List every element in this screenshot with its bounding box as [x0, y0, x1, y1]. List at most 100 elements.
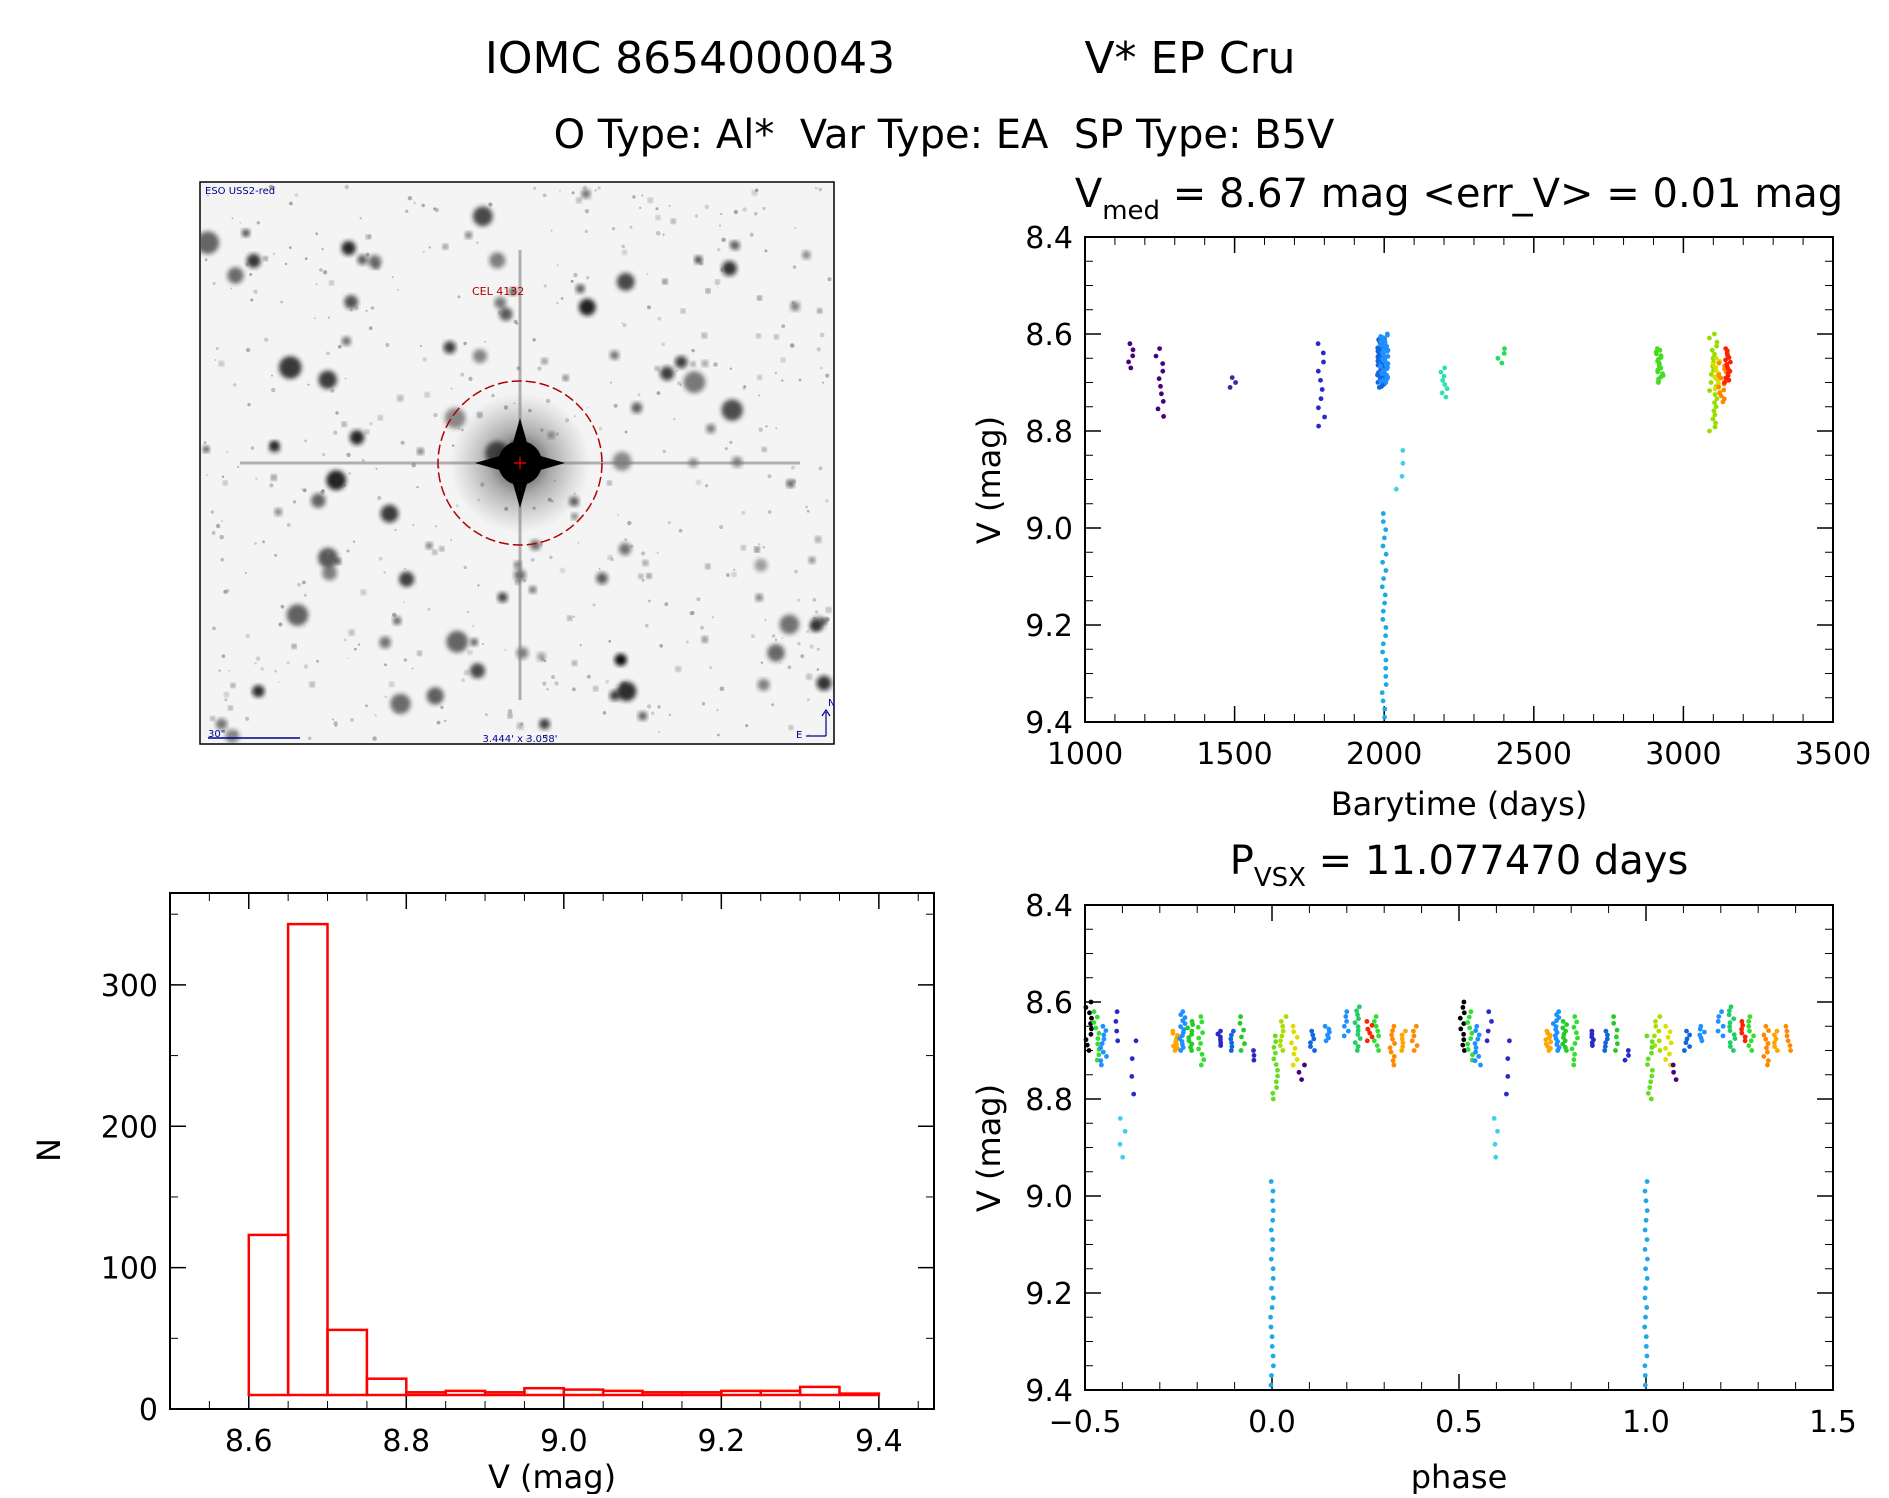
faint-star [444, 719, 447, 722]
data-point [1712, 424, 1718, 430]
target-star [240, 250, 800, 700]
field-star [826, 607, 831, 613]
data-point [1104, 1054, 1109, 1059]
faint-star [308, 736, 312, 740]
data-point [1294, 1057, 1300, 1062]
faint-star [421, 203, 426, 208]
faint-star [403, 601, 405, 604]
data-point [1715, 1019, 1721, 1024]
x-tick-label: 1500 [1196, 737, 1272, 772]
faint-star [711, 616, 714, 619]
data-point [1275, 1067, 1280, 1073]
field-star [642, 560, 649, 566]
faint-star [551, 675, 556, 679]
data-point [1711, 408, 1717, 414]
faint-star [245, 262, 249, 267]
data-point [1716, 360, 1722, 366]
field-star [607, 481, 612, 486]
field-star [815, 536, 822, 543]
field-star [622, 250, 627, 255]
faint-star [369, 422, 373, 426]
data-point [1740, 1022, 1746, 1028]
data-point [1473, 1028, 1479, 1033]
faint-star [819, 332, 825, 338]
data-point [1732, 1036, 1738, 1041]
data-point [1684, 1028, 1689, 1034]
faint-star [717, 286, 719, 288]
faint-star [677, 381, 682, 386]
data-point [1273, 1079, 1279, 1085]
faint-star [694, 214, 699, 218]
faint-star [436, 694, 439, 697]
data-point [1709, 347, 1715, 353]
data-point [1495, 1128, 1500, 1134]
data-point [1096, 1052, 1102, 1058]
field-star [361, 590, 366, 595]
field-star [228, 706, 233, 711]
data-point [1773, 1036, 1779, 1042]
data-point [1605, 1032, 1610, 1038]
data-point [1316, 423, 1321, 429]
svg-text:N: N [828, 698, 835, 709]
faint-star [313, 317, 316, 320]
faint-star [411, 667, 414, 670]
data-point [1765, 1062, 1770, 1068]
field-star [472, 206, 493, 227]
y-tick-label: 100 [101, 1252, 158, 1287]
field-star [318, 547, 338, 568]
faint-star [353, 647, 357, 651]
field-star [219, 361, 224, 367]
field-star [683, 371, 706, 394]
field-star [774, 334, 779, 339]
histogram-ylabel: N [30, 1138, 68, 1162]
data-point [1614, 1027, 1620, 1033]
data-point [1113, 1019, 1119, 1024]
data-point [1467, 1025, 1473, 1031]
faint-star [264, 337, 269, 342]
faint-star [543, 659, 547, 663]
data-point [1389, 1032, 1394, 1038]
x-tick-label: 1.5 [1809, 1405, 1857, 1440]
data-point [1663, 1057, 1668, 1062]
faint-star [392, 612, 397, 618]
data-point [1491, 1116, 1497, 1121]
data-point [1275, 1073, 1280, 1079]
faint-star [370, 306, 375, 310]
data-point [1131, 1091, 1137, 1097]
lightcurve-ylabel: V (mag) [970, 416, 1008, 544]
data-point [1564, 1022, 1569, 1027]
faint-star [412, 524, 415, 526]
title-id: IOMC 8654000043 [485, 33, 895, 84]
field-star [417, 651, 422, 656]
data-point [1727, 1040, 1733, 1045]
data-point [1122, 1128, 1128, 1134]
data-point [1722, 380, 1727, 385]
data-point [1746, 1023, 1752, 1029]
data-point [1268, 1314, 1273, 1320]
data-point [1751, 1033, 1756, 1039]
data-point [1787, 1043, 1793, 1048]
faint-star [827, 277, 832, 282]
field-star [223, 480, 228, 485]
data-point [1321, 359, 1326, 365]
data-point [1315, 341, 1321, 347]
faint-star [613, 403, 618, 408]
x-tick-label: 1.0 [1622, 1405, 1670, 1440]
data-point [1721, 387, 1727, 393]
faint-star [344, 184, 349, 190]
faint-star [743, 385, 747, 389]
data-point [1171, 1043, 1176, 1049]
data-point [1383, 633, 1388, 639]
field-star [341, 336, 351, 346]
field-star [246, 253, 261, 268]
data-point [1239, 1034, 1244, 1040]
data-point [1569, 1046, 1575, 1052]
faint-star [668, 713, 672, 717]
data-point [1354, 1048, 1360, 1053]
field-star [662, 279, 668, 284]
data-point [1714, 343, 1719, 349]
data-point [1746, 1043, 1752, 1048]
faint-star [554, 681, 559, 686]
data-point [1384, 349, 1390, 354]
data-point [1280, 1023, 1286, 1029]
